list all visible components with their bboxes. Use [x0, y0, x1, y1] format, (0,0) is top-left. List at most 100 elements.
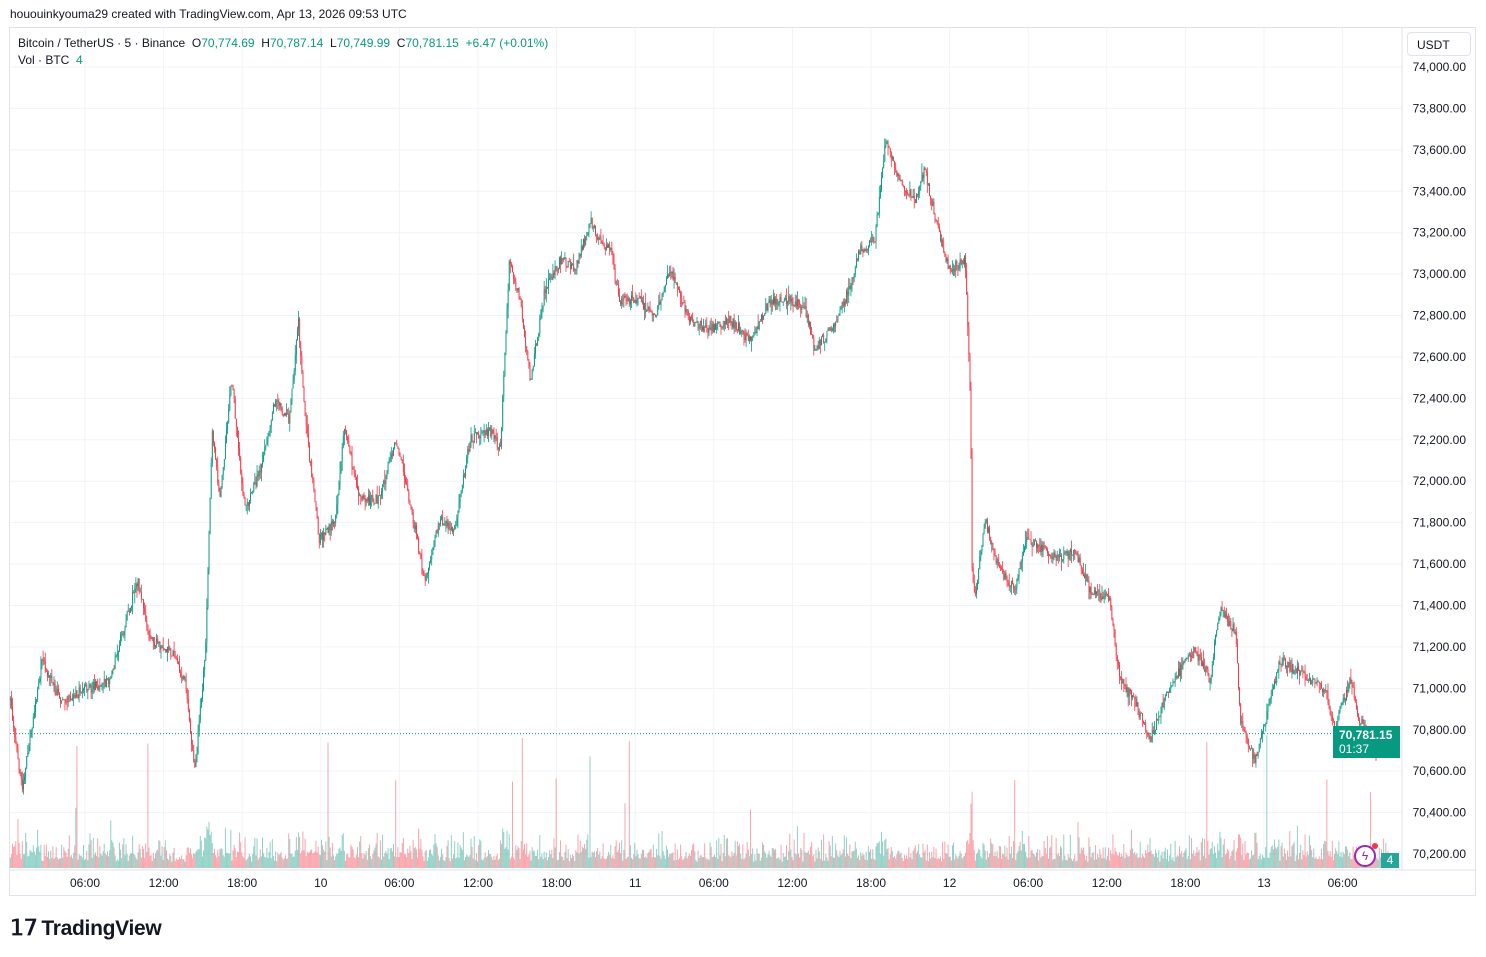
- candle-body: [160, 647, 162, 650]
- volume-bar: [1303, 855, 1305, 868]
- candle-body: [755, 331, 757, 334]
- candle-body: [707, 328, 709, 333]
- candle-body: [1162, 702, 1164, 708]
- candle: [774, 293, 775, 307]
- candle-body: [194, 762, 196, 768]
- volume-bar: [1203, 855, 1205, 868]
- candle-body: [1304, 671, 1306, 677]
- candle-body: [716, 325, 718, 330]
- candle: [145, 604, 147, 623]
- volume-bar: [648, 851, 650, 868]
- candle-body: [460, 490, 462, 494]
- volume-bar: [99, 846, 101, 868]
- candle: [490, 424, 492, 438]
- candle-body: [255, 482, 257, 486]
- candle-body: [1236, 643, 1238, 664]
- volume-bar: [408, 853, 410, 868]
- volume-bar: [700, 855, 702, 868]
- volume-bar: [719, 855, 721, 868]
- candle-body: [48, 675, 50, 678]
- volume-bar: [114, 855, 116, 868]
- volume-bar: [1160, 855, 1162, 868]
- volume-bar: [29, 849, 31, 868]
- volume-bar: [1180, 853, 1182, 868]
- candle-body: [870, 240, 872, 242]
- candle-body: [504, 352, 506, 376]
- volume-bar: [1128, 855, 1130, 868]
- candle-body: [495, 435, 497, 438]
- candle-body: [443, 523, 445, 526]
- candle: [276, 399, 278, 412]
- volume-bar: [246, 858, 248, 868]
- volume-bar: [922, 843, 924, 868]
- candle-body: [1092, 593, 1094, 595]
- candle: [805, 298, 807, 319]
- volume-bar: [561, 856, 563, 868]
- volume-bar: [1347, 849, 1349, 868]
- candle-body: [876, 214, 878, 227]
- candle: [154, 637, 155, 650]
- candle: [464, 472, 465, 478]
- candle-body: [262, 461, 264, 465]
- candle-body: [1198, 654, 1200, 661]
- candle: [922, 172, 924, 182]
- candle-body: [824, 341, 826, 343]
- candle: [912, 188, 914, 199]
- candle-body: [909, 189, 911, 196]
- candle: [515, 277, 517, 291]
- candle: [909, 181, 911, 198]
- candle: [816, 344, 818, 352]
- volume-bar: [729, 856, 731, 868]
- volume-bar: [397, 847, 399, 868]
- candle: [771, 299, 773, 312]
- candle: [330, 514, 332, 536]
- candle: [551, 273, 553, 280]
- volume-bar: [628, 741, 630, 868]
- candle-body: [100, 684, 102, 687]
- volume-bar: [491, 856, 493, 868]
- candle-body: [1139, 712, 1141, 718]
- candle-body: [771, 300, 773, 305]
- candle: [483, 423, 485, 443]
- candle: [760, 314, 762, 322]
- volume-bar: [951, 845, 953, 868]
- candle: [1207, 666, 1209, 676]
- candle: [528, 359, 530, 369]
- candle: [997, 553, 999, 567]
- candle-body: [655, 314, 657, 317]
- candle: [79, 684, 81, 697]
- candle-body: [585, 236, 587, 245]
- volume-bar: [1331, 840, 1333, 868]
- candle-body: [652, 313, 654, 316]
- candle-body: [1202, 662, 1203, 667]
- candle-body: [435, 530, 437, 537]
- candle-body: [159, 641, 161, 650]
- candle: [738, 315, 739, 332]
- volume-bar: [695, 860, 697, 868]
- volume-bar: [716, 840, 718, 868]
- volume-bar: [48, 851, 50, 868]
- candle: [93, 674, 95, 693]
- candle: [762, 312, 763, 324]
- candle-body: [28, 745, 30, 753]
- candle: [604, 247, 606, 256]
- candle: [1075, 549, 1077, 555]
- volume-bar: [1311, 849, 1313, 868]
- volume-bar: [539, 835, 541, 868]
- volume-bar: [268, 851, 270, 868]
- volume-bar: [1227, 849, 1229, 868]
- volume-bar: [167, 858, 169, 868]
- candle: [644, 302, 646, 321]
- candle: [910, 188, 912, 201]
- volume-bar: [158, 839, 160, 868]
- candle: [648, 306, 650, 314]
- volume-bar: [748, 856, 750, 868]
- volume-bar: [786, 845, 788, 868]
- volume-bar: [176, 859, 178, 868]
- candle-body: [133, 592, 135, 594]
- volume-bar: [931, 851, 933, 868]
- candle: [1093, 586, 1095, 596]
- volume-bar: [30, 851, 32, 868]
- candle: [1247, 738, 1249, 753]
